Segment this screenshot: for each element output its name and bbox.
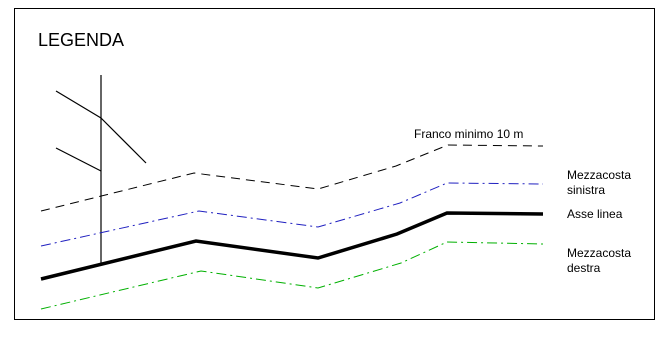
franco-minimo-label: Franco minimo 10 m [414, 127, 523, 141]
asse-linea-line [40, 211, 544, 281]
legend-frame [14, 8, 655, 320]
mezzacosta-sinistra-line [40, 182, 544, 247]
mezzacosta-destra-label-1: Mezzacosta [567, 246, 631, 260]
mezzacosta-sinistra-label-1: Mezzacosta [567, 168, 631, 182]
mezzacosta-destra-label-2: destra [567, 261, 601, 275]
franco-minimo-line [40, 144, 544, 212]
mezzacosta-sinistra-label-2: sinistra [567, 183, 605, 197]
legend-title: LEGENDA [38, 30, 124, 50]
mezzacosta-destra-line [40, 241, 544, 310]
asse-linea-label: Asse linea [567, 207, 623, 221]
pylon-icon [55, 75, 147, 266]
